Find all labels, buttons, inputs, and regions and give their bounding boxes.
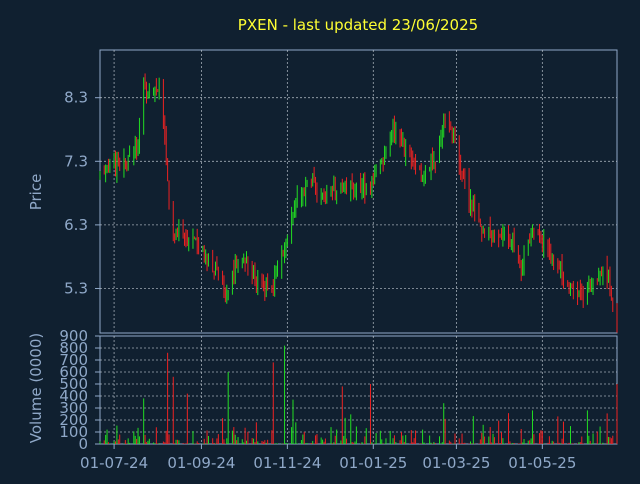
date-axis: 01-07-24 01-09-24 01-11-24 01-01-25 01-03-25…	[80, 444, 576, 472]
price-tick-label: 6.3	[64, 216, 88, 234]
volume-tick-label: 900	[59, 327, 88, 345]
price-tick-label: 5.3	[64, 279, 88, 297]
date-tick-label: 01-09-24	[167, 454, 235, 472]
price-axis-label: Price	[27, 174, 45, 211]
volume-grid	[100, 336, 617, 444]
volume-tick-label: 700	[59, 351, 88, 369]
volume-tick-label: 800	[59, 339, 88, 357]
price-panel	[99, 49, 618, 334]
date-tick-label: 01-05-25	[508, 454, 576, 472]
price-axis: 5.3 6.3 7.3 8.3	[64, 89, 100, 297]
price-grid	[100, 50, 617, 333]
volume-tick-label: 300	[59, 399, 88, 417]
volume-tick-label: 100	[59, 423, 88, 441]
volume-tick-label: 0	[78, 435, 88, 453]
volume-tick-label: 200	[59, 411, 88, 429]
volume-panel	[99, 335, 618, 445]
date-tick-label: 01-07-24	[80, 454, 148, 472]
volume-tick-label: 400	[59, 387, 88, 405]
volume-tick-label: 500	[59, 375, 88, 393]
volume-axis-label: Volume (0000)	[27, 333, 45, 443]
volume-bars	[99, 345, 618, 444]
date-tick-label: 01-03-25	[422, 454, 490, 472]
price-candles	[99, 73, 618, 333]
chart-title: PXEN - last updated 23/06/2025	[238, 16, 478, 34]
date-tick-label: 01-01-25	[339, 454, 407, 472]
volume-tick-label: 600	[59, 363, 88, 381]
price-tick-label: 8.3	[64, 89, 88, 107]
price-tick-label: 7.3	[64, 152, 88, 170]
date-tick-label: 01-11-24	[253, 454, 321, 472]
